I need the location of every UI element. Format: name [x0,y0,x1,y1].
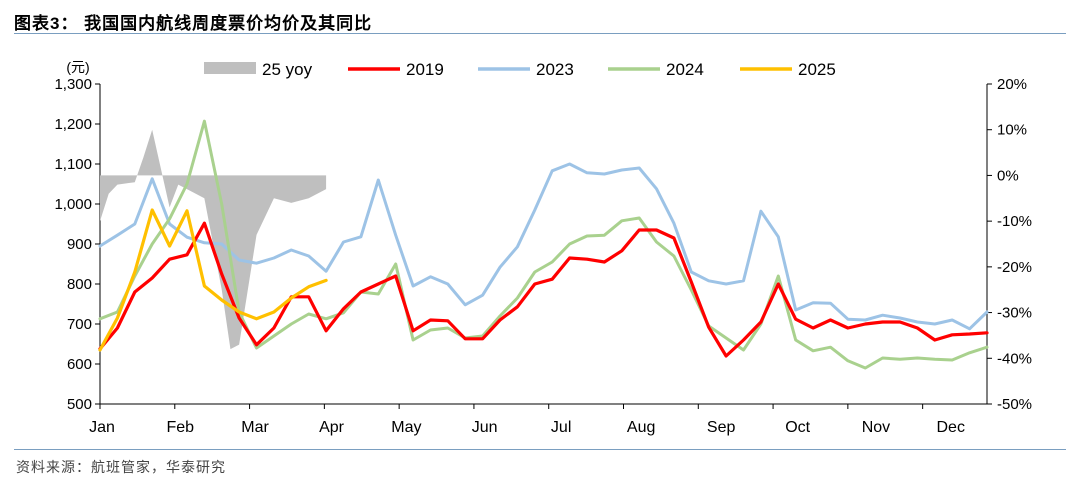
x-tick-label-nov: Nov [862,419,890,436]
legend-swatch-yoy [204,62,256,74]
legend-label-2023: 2023 [536,60,574,79]
y-right-tick-label: -20% [997,259,1032,276]
x-tick-label-mar: Mar [241,419,269,436]
legend-label-2019: 2019 [406,60,444,79]
y-left-tick-label: 600 [67,356,92,373]
y-left-unit-label: (元) [66,59,89,75]
series-2025-line [98,208,328,352]
x-tick-label-aug: Aug [627,419,655,436]
bottom-rule [14,449,1066,450]
top-rule [14,33,1066,34]
source-note: 资料来源：航班管家，华泰研究 [16,459,226,475]
y-left-tick-label: 1,100 [54,156,92,173]
y-left-tick-label: 800 [67,276,92,293]
x-tick-label-oct: Oct [785,419,810,436]
y-right-tick-label: -30% [997,305,1032,322]
y-right-tick-label: -50% [997,396,1032,413]
x-tick-label-jan: Jan [89,419,115,436]
x-tick-label-sep: Sep [707,419,736,436]
x-tick-label-may: May [391,419,421,436]
y-left-tick-label: 500 [67,396,92,413]
y-left-tick-label: 700 [67,316,92,333]
series-25-yoy-area [100,129,327,350]
y-left-tick-label: 1,000 [54,196,92,213]
y-left-tick-label: 900 [67,236,92,253]
y-right-tick-label: 20% [997,76,1027,93]
lines-layer [98,119,989,370]
legend-label-2025: 2025 [798,60,836,79]
legend-label-yoy: 25 yoy [262,60,313,79]
x-tick-label-jul: Jul [551,419,571,436]
legend: 25 yoy 2019 2023 2024 2025 [204,60,836,79]
y-right-tick-label: 10% [997,122,1027,139]
y-left-tick-label: 1,200 [54,116,92,133]
x-tick-label-feb: Feb [166,419,194,436]
chart: 500 600 700 800 900 1,000 1,100 1,200 1,300 -50% -… [54,59,1032,436]
x-tick-label-apr: Apr [319,419,345,436]
x-tick-label-dec: Dec [937,419,965,436]
x-tick-label-jun: Jun [472,419,498,436]
y-right-tick-label: -40% [997,350,1032,367]
series-2019-line [98,221,989,358]
axes-layer: 500 600 700 800 900 1,000 1,100 1,200 1,300 -50% -… [54,76,1032,436]
yoy-area-layer [100,129,327,350]
y-right-tick-label: -10% [997,213,1032,230]
legend-label-2024: 2024 [666,60,704,79]
y-left-tick-label: 1,300 [54,76,92,93]
series-2023-line [98,162,989,331]
figure-title: 图表3： 我国国内航线周度票价均价及其同比 [14,14,373,33]
y-right-tick-label: 0% [997,167,1019,184]
